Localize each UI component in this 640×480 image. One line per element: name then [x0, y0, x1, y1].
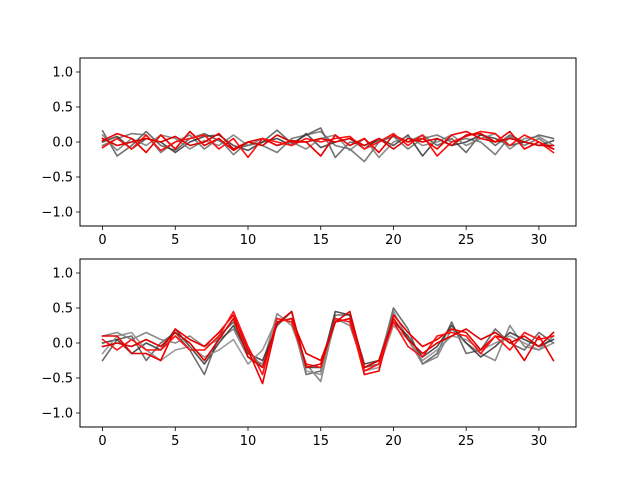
bottom-ytick-label: 0.5 [52, 302, 73, 317]
bottom-ticks: 0 5 10 15 20 25 30 −1.0 −0.5 0.0 0.5 1.0 [41, 267, 547, 450]
bottom-xtick-label: 25 [458, 434, 475, 449]
bottom-xtick-label: 5 [171, 434, 179, 449]
top-subplot: 0 5 10 15 20 25 30 −1.0 −0.5 0.0 0.5 1.0 [41, 57, 577, 249]
bottom-xtick-label: 10 [240, 434, 257, 449]
top-series-line-4 [101, 130, 555, 157]
bottom-xtick-label: 30 [531, 434, 548, 449]
top-xtick-label: 5 [171, 233, 179, 248]
bottom-series-layer [101, 307, 555, 385]
top-series-line-3 [101, 132, 555, 159]
bottom-xtick-label: 15 [312, 434, 329, 449]
top-xtick-label: 20 [385, 233, 402, 248]
top-ytick-label: 0.0 [52, 136, 73, 151]
top-ytick-label: −1.0 [41, 206, 73, 221]
top-xtick-label: 10 [240, 233, 257, 248]
top-series-layer [101, 127, 555, 163]
bottom-subplot: 0 5 10 15 20 25 30 −1.0 −0.5 0.0 0.5 1.0 [41, 258, 577, 450]
top-ytick-label: −0.5 [41, 171, 73, 186]
bottom-ytick-label: 0.0 [52, 337, 73, 352]
top-xtick-label: 30 [531, 233, 548, 248]
bottom-xtick-label: 0 [98, 434, 106, 449]
bottom-xtick-label: 20 [385, 434, 402, 449]
top-xtick-label: 0 [98, 233, 106, 248]
bottom-series-line-6 [101, 310, 555, 369]
bottom-ytick-label: −1.0 [41, 407, 73, 422]
top-ticks: 0 5 10 15 20 25 30 −1.0 −0.5 0.0 0.5 1.0 [41, 66, 547, 249]
bottom-ytick-label: 1.0 [52, 267, 73, 282]
bottom-ytick-label: −0.5 [41, 372, 73, 387]
top-xtick-label: 15 [312, 233, 329, 248]
top-ytick-label: 0.5 [52, 101, 73, 116]
top-xtick-label: 25 [458, 233, 475, 248]
top-series-line-6 [101, 132, 555, 150]
top-ytick-label: 1.0 [52, 66, 73, 81]
